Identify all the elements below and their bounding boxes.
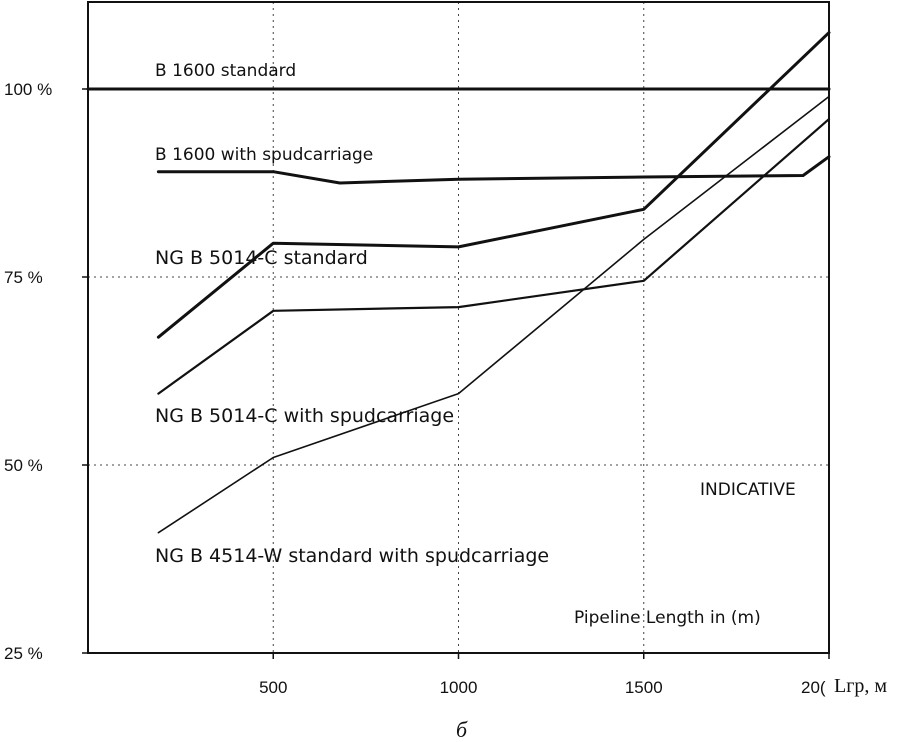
series-line-3	[157, 117, 831, 395]
indicative-annotation: INDICATIVE	[700, 480, 796, 500]
x-tick-label-2000: 20(	[801, 678, 826, 697]
figure-caption: б	[456, 717, 468, 742]
x-axis-title: Pipeline Length in (m)	[574, 608, 761, 628]
series-line-4	[157, 95, 830, 534]
y-tick-label-25: 25 %	[4, 644, 43, 663]
x-axis-unit-label: Lгр, м	[834, 675, 887, 697]
x-axis-ticks: 500 1000 1500 20(	[259, 653, 830, 697]
y-axis-ticks: 100 % 75 % 50 % 25 %	[4, 80, 88, 663]
series-line-2	[156, 31, 831, 339]
y-tick-label-75: 75 %	[4, 268, 43, 287]
series-line-1	[156, 155, 831, 185]
y-tick-label-50: 50 %	[4, 456, 43, 475]
series-lines	[86, 31, 831, 534]
series-label-b1600-standard: B 1600 standard	[155, 61, 296, 81]
series-label-ng-b5014c-spudcarriage: NG B 5014-C with spudcarriage	[155, 405, 454, 427]
x-tick-label-1000: 1000	[440, 678, 478, 697]
series-label-b1600-spudcarriage: B 1600 with spudcarriage	[155, 145, 373, 165]
y-tick-label-100: 100 %	[4, 80, 52, 99]
x-tick-label-1500: 1500	[625, 678, 663, 697]
series-label-ng-b4514w-standard-spudcarriage: NG B 4514-W standard with spudcarriage	[155, 545, 549, 567]
series-label-ng-b5014c-standard: NG B 5014-C standard	[155, 247, 368, 269]
x-tick-label-500: 500	[259, 678, 287, 697]
grid-lines	[88, 2, 829, 653]
